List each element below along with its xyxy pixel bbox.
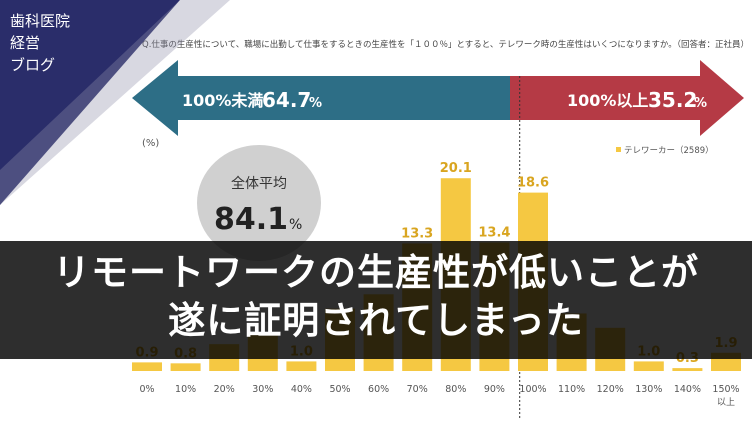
x-tick-label: 60% — [368, 384, 389, 395]
x-tick-label: 0% — [139, 384, 154, 395]
average-value: 84.1 — [214, 202, 288, 237]
blog-badge-line-1: 歯科医院 — [10, 12, 71, 30]
x-tick-label: 150% — [712, 384, 739, 395]
bar-value-label: 20.1 — [440, 161, 472, 176]
arrow-right-shape — [510, 60, 744, 136]
x-tick-sublabel: 以上 — [717, 397, 735, 408]
legend-swatch — [616, 147, 621, 152]
blog-badge-line-2: 経営 — [10, 34, 41, 52]
average-label: 全体平均 — [231, 175, 287, 192]
bar-130% — [633, 361, 664, 371]
y-axis-unit-label: (%) — [142, 138, 159, 149]
x-tick-label: 140% — [674, 384, 701, 395]
arrow-left-label: 100%未満 — [182, 91, 263, 110]
title-overlay: リモートワークの生産性が低いことが 遂に証明されてしまった — [0, 241, 752, 359]
average-circle — [197, 145, 321, 261]
bar-140% — [672, 368, 703, 371]
x-tick-label: 130% — [635, 384, 662, 395]
x-tick-label: 80% — [445, 384, 466, 395]
x-tick-label: 90% — [484, 384, 505, 395]
blog-badge[interactable]: 歯科医院 経営 ブログ — [10, 10, 70, 76]
x-tick-label: 10% — [175, 384, 196, 395]
blog-badge-line-3: ブログ — [10, 56, 56, 74]
arrow-right-unit: % — [694, 96, 707, 111]
arrow-right-label: 100%以上 — [567, 91, 648, 110]
bar-value-label: 13.4 — [478, 225, 510, 240]
x-tick-label: 50% — [329, 384, 350, 395]
bar-0% — [132, 362, 162, 371]
arrow-right-value: 35.2 — [648, 88, 697, 112]
x-tick-label: 20% — [214, 384, 235, 395]
x-tick-label: 120% — [597, 384, 624, 395]
arrow-left-shape — [132, 60, 510, 136]
legend-label: テレワーカー（2589） — [624, 145, 714, 156]
x-tick-label: 100% — [519, 384, 546, 395]
overlay-title-line-1: リモートワークの生産性が低いことが — [53, 251, 699, 294]
overlay-title-line-2: 遂に証明されてしまった — [168, 299, 584, 342]
average-unit: % — [289, 217, 302, 233]
x-tick-label: 110% — [558, 384, 585, 395]
x-tick-label: 70% — [407, 384, 428, 395]
arrow-left-value: 64.7 — [262, 88, 311, 112]
bar-10% — [170, 363, 201, 371]
arrow-left-unit: % — [309, 96, 322, 111]
x-tick-label: 40% — [291, 384, 312, 395]
survey-question: Q.仕事の生産性について、職場に出勤して仕事をするときの生産性を「１００％」とす… — [142, 39, 749, 50]
bar-value-label: 18.6 — [517, 176, 549, 191]
bar-40% — [286, 361, 317, 371]
bar-value-label: 13.3 — [401, 226, 433, 241]
x-tick-label: 30% — [252, 384, 273, 395]
